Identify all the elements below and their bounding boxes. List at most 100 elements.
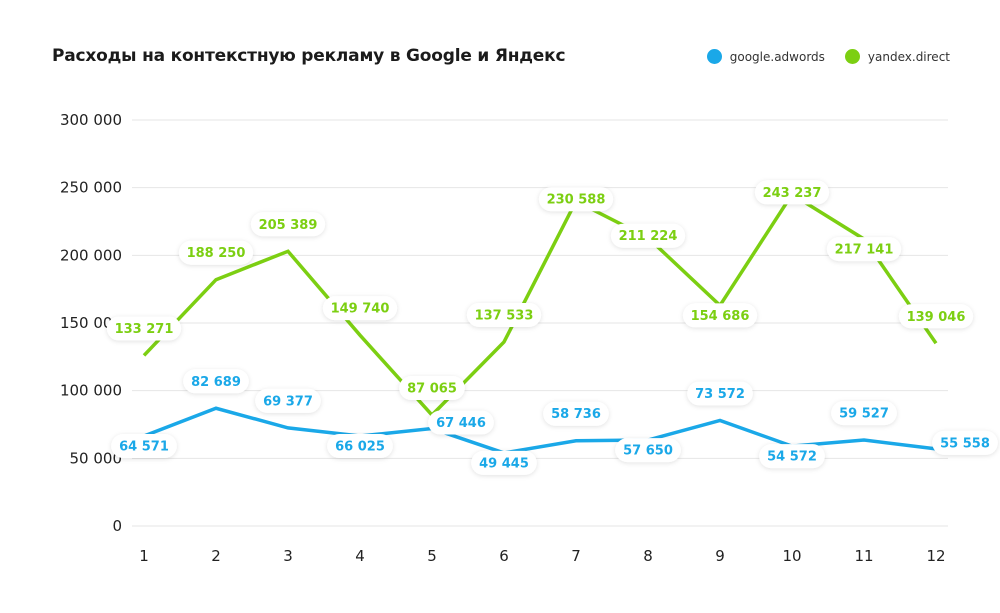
data-label-yandex: 188 250 bbox=[178, 240, 254, 265]
data-label-text: 54 572 bbox=[767, 450, 817, 465]
data-label-text: 57 650 bbox=[623, 444, 673, 459]
data-label-badge bbox=[826, 237, 902, 262]
data-label-text: 73 572 bbox=[695, 387, 745, 402]
data-label-text: 133 271 bbox=[115, 322, 174, 337]
data-label-google: 66 025 bbox=[327, 434, 393, 459]
y-tick-label: 300 000 bbox=[60, 111, 122, 129]
data-label-google: 58 736 bbox=[543, 401, 609, 426]
y-tick-label: 0 bbox=[112, 517, 122, 535]
data-label-text: 243 237 bbox=[763, 186, 822, 201]
x-axis: 1 2 3 4 5 6 7 8 9 10 11 12 bbox=[139, 547, 945, 565]
legend-marker-yandex-icon bbox=[844, 49, 860, 64]
data-label-google: 64 571 bbox=[111, 434, 177, 459]
data-label-yandex: 149 740 bbox=[322, 296, 398, 321]
y-tick-label: 250 000 bbox=[60, 179, 122, 197]
data-label-google: 59 527 bbox=[831, 401, 897, 426]
data-label-badge bbox=[428, 410, 494, 435]
data-label-badge bbox=[831, 401, 897, 426]
data-label-text: 67 446 bbox=[436, 416, 486, 431]
y-tick-label: 150 000 bbox=[60, 314, 122, 332]
data-label-google: 73 572 bbox=[687, 381, 753, 406]
data-label-text: 64 571 bbox=[119, 440, 169, 455]
x-tick-label: 4 bbox=[355, 547, 365, 565]
data-label-badge bbox=[682, 303, 758, 328]
data-label-badge bbox=[111, 434, 177, 459]
chart-title: Расходы на контекстную рекламу в Google … bbox=[52, 46, 566, 66]
data-label-google: 69 377 bbox=[255, 388, 321, 413]
y-tick-label: 50 000 bbox=[70, 449, 123, 467]
x-tick-label: 11 bbox=[854, 547, 873, 565]
data-label-text: 149 740 bbox=[331, 302, 390, 317]
data-label-yandex: 139 046 bbox=[898, 304, 974, 329]
y-tick-label: 100 000 bbox=[60, 382, 122, 400]
y-axis: 0 50 000 100 000 150 000 200 000 250 000 300 0… bbox=[60, 111, 122, 535]
data-label-badge bbox=[255, 388, 321, 413]
data-label-google: 67 446 bbox=[428, 410, 494, 435]
data-label-badge bbox=[543, 401, 609, 426]
x-tick-label: 12 bbox=[926, 547, 945, 565]
data-label-text: 82 689 bbox=[191, 375, 241, 390]
data-label-badge bbox=[932, 430, 998, 455]
data-label-badge bbox=[106, 316, 182, 341]
legend: google.adwords yandex.direct bbox=[706, 49, 950, 64]
legend-marker-google-icon bbox=[706, 49, 722, 64]
x-tick-label: 5 bbox=[427, 547, 437, 565]
data-label-badge bbox=[471, 450, 537, 475]
data-label-text: 66 025 bbox=[335, 440, 385, 455]
data-label-yandex: 230 588 bbox=[538, 187, 614, 212]
data-label-yandex: 243 237 bbox=[754, 180, 830, 205]
data-label-yandex: 217 141 bbox=[826, 237, 902, 262]
data-label-google: 54 572 bbox=[759, 444, 825, 469]
data-label-yandex: 87 065 bbox=[399, 376, 465, 401]
data-label-text: 59 527 bbox=[839, 407, 889, 422]
data-label-badge bbox=[610, 223, 686, 248]
data-label-google: 57 650 bbox=[615, 438, 681, 463]
data-label-badge bbox=[615, 438, 681, 463]
x-tick-label: 1 bbox=[139, 547, 149, 565]
y-tick-label: 200 000 bbox=[60, 246, 122, 264]
data-label-text: 205 389 bbox=[259, 218, 318, 233]
data-label-yandex: 133 271 bbox=[106, 316, 182, 341]
x-tick-label: 7 bbox=[571, 547, 581, 565]
data-label-text: 55 558 bbox=[940, 436, 990, 451]
data-label-badge bbox=[466, 302, 542, 327]
x-tick-label: 9 bbox=[715, 547, 725, 565]
data-label-text: 58 736 bbox=[551, 407, 601, 422]
x-tick-label: 2 bbox=[211, 547, 221, 565]
data-label-badge bbox=[178, 240, 254, 265]
data-label-text: 217 141 bbox=[835, 243, 894, 258]
data-label-text: 69 377 bbox=[263, 394, 313, 409]
data-label-badge bbox=[399, 376, 465, 401]
legend-label-google: google.adwords bbox=[729, 49, 825, 64]
legend-item-google[interactable]: google.adwords bbox=[706, 49, 825, 64]
legend-item-yandex[interactable]: yandex.direct bbox=[844, 49, 950, 64]
data-label-text: 211 224 bbox=[619, 229, 678, 244]
data-label-text: 188 250 bbox=[187, 246, 246, 261]
data-label-yandex: 154 686 bbox=[682, 303, 758, 328]
data-label-yandex: 205 389 bbox=[250, 212, 326, 237]
data-label-badge bbox=[250, 212, 326, 237]
data-label-badge bbox=[322, 296, 398, 321]
x-tick-label: 8 bbox=[643, 547, 653, 565]
gridlines bbox=[132, 119, 948, 527]
data-label-text: 137 533 bbox=[475, 308, 534, 323]
data-label-badge bbox=[538, 187, 614, 212]
data-label-yandex: 137 533 bbox=[466, 302, 542, 327]
data-labels: 64 571 82 689 69 377 66 025 67 446 49 445 58 7… bbox=[106, 180, 998, 475]
data-label-badge bbox=[687, 381, 753, 406]
data-label-google: 55 558 bbox=[932, 430, 998, 455]
data-label-yandex: 211 224 bbox=[610, 223, 686, 248]
data-label-text: 154 686 bbox=[691, 309, 750, 324]
data-label-badge bbox=[327, 434, 393, 459]
data-label-google: 49 445 bbox=[471, 450, 537, 475]
x-tick-label: 6 bbox=[499, 547, 509, 565]
legend-label-yandex: yandex.direct bbox=[867, 49, 950, 64]
data-label-badge bbox=[754, 180, 830, 205]
data-label-badge bbox=[183, 369, 249, 394]
data-label-badge bbox=[898, 304, 974, 329]
data-label-badge bbox=[759, 444, 825, 469]
data-label-google: 82 689 bbox=[183, 369, 249, 394]
data-label-text: 139 046 bbox=[907, 310, 966, 325]
x-tick-label: 3 bbox=[283, 547, 293, 565]
